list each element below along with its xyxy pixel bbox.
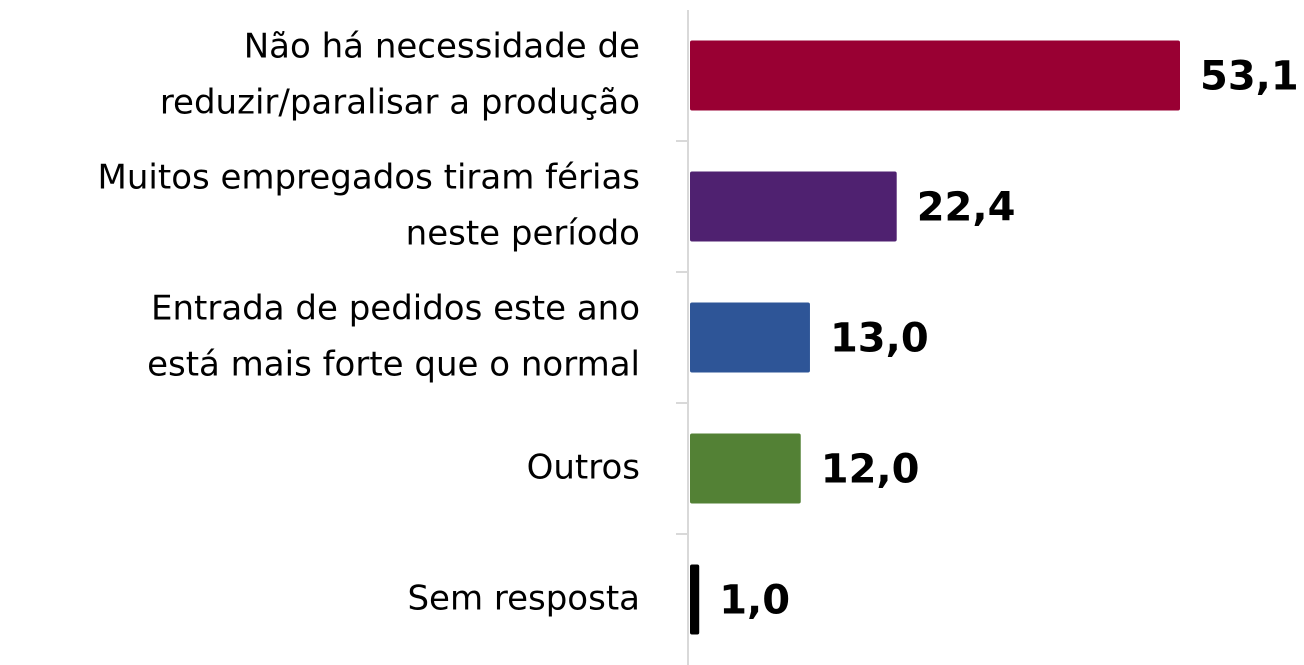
category-label: Outros bbox=[527, 447, 640, 487]
category-label: Não há necessidade de reduzir/paralisar a… bbox=[160, 26, 640, 122]
category-line: reduzir/paralisar a produção bbox=[160, 82, 640, 122]
bar bbox=[690, 171, 897, 242]
category-line: está mais forte que o normal bbox=[147, 344, 640, 384]
category-label: Entrada de pedidos este ano está mais for… bbox=[147, 288, 640, 384]
category-line: neste período bbox=[406, 213, 640, 253]
category-line: Entrada de pedidos este ano bbox=[151, 288, 640, 328]
value-label: 13,0 bbox=[830, 316, 929, 362]
bar bbox=[690, 40, 1180, 111]
category-line: Não há necessidade de bbox=[244, 26, 640, 66]
bar bbox=[690, 564, 700, 635]
category-label: Sem resposta bbox=[407, 578, 640, 618]
value-label: 53,1 bbox=[1200, 54, 1299, 100]
category-line: Muitos empregados tiram férias bbox=[98, 157, 640, 197]
category-line: Outros bbox=[527, 447, 640, 487]
bar bbox=[690, 433, 801, 504]
bar bbox=[690, 302, 810, 373]
value-label: 1,0 bbox=[719, 578, 790, 624]
value-label: 22,4 bbox=[917, 185, 1016, 231]
category-line: Sem resposta bbox=[407, 578, 640, 618]
category-label: Muitos empregados tiram férias neste perí… bbox=[98, 157, 640, 253]
value-label: 12,0 bbox=[821, 447, 920, 493]
